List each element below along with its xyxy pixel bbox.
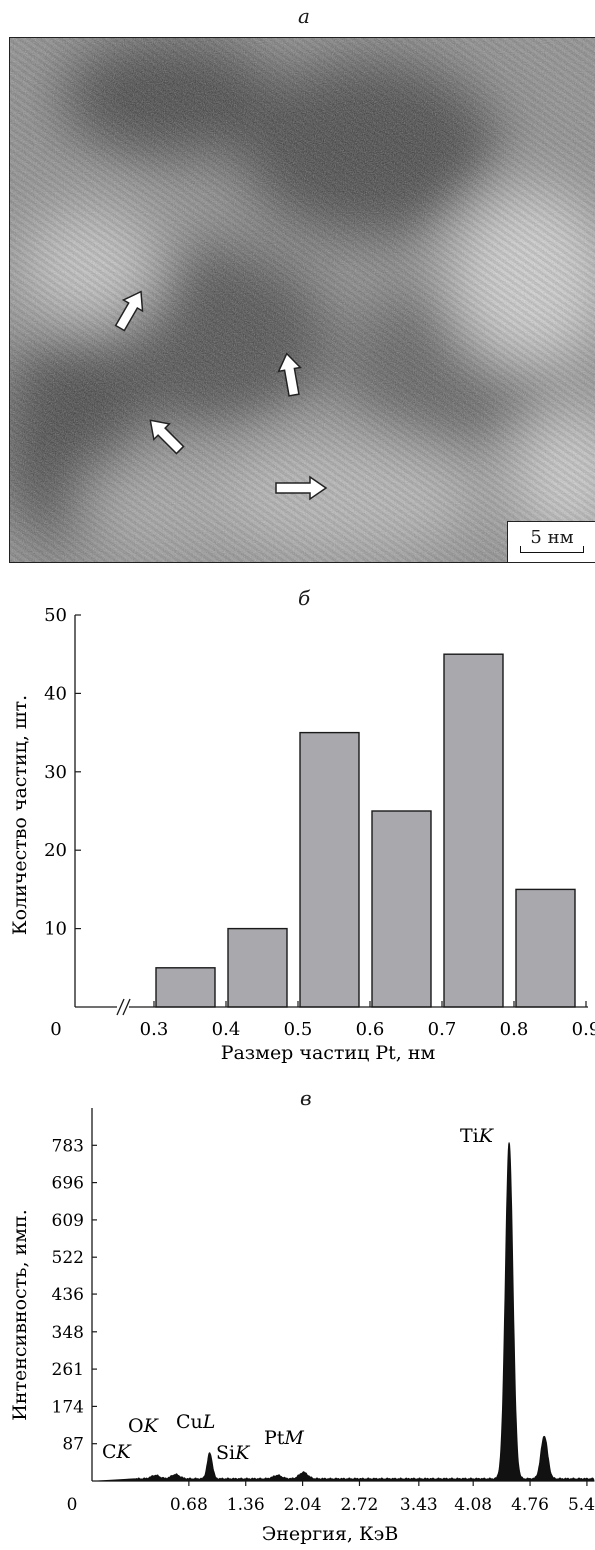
histogram-bars [155,653,576,1008]
eds-spectrum: 87 174 261 348 436 522 609 696 783 0 0.68 1.36 2.04 2… [9,1108,595,1545]
x-tick-label: 0.7 [428,1019,457,1040]
scale-bar-line [520,546,584,553]
x-tick-label: 0 [50,1019,61,1040]
arrow-marker-2 [277,352,302,397]
y-tick-label: 609 [52,1211,84,1231]
peak-label: PtM [264,1427,304,1449]
x-tick-label: 2.04 [284,1495,322,1515]
axis-break-mark [116,998,125,1016]
x-tick-label: 4.08 [454,1495,492,1515]
x-tick-label: 1.36 [227,1495,265,1515]
x-tick-label: 4.76 [511,1495,549,1515]
spectrum-y-axis-label: Интенсивность, имп. [9,1209,31,1420]
arrow-marker-1 [114,290,144,332]
y-tick-label: 522 [52,1248,84,1268]
histogram-bar [299,731,360,1008]
scale-bar-label: 5 нм [530,527,574,548]
x-tick-label: 0.6 [356,1019,385,1040]
panel-label-b: б [298,586,311,610]
y-tick-label: 87 [62,1435,84,1455]
x-tick-label: 0.68 [170,1495,208,1515]
histogram-x-axis-label: Размер частиц Pt, нм [221,1042,436,1064]
x-tick-label: 3.43 [400,1495,438,1515]
tem-micrograph: 5 нм [9,37,595,563]
y-tick-label: 174 [52,1397,84,1417]
x-tick-label: 0.9 [572,1019,595,1040]
panel-label-c: в [300,1086,312,1110]
y-tick-label: 348 [52,1323,84,1343]
histogram-axes: 10 20 30 40 50 0 0.3 0.4 0.5 0.6 0.7 0.8 0.9 [44,605,595,1040]
x-tick-label: 5.44 [568,1495,595,1515]
arrow-marker-4 [275,475,328,501]
histogram-y-axis-label: Количество частиц, шт. [9,695,31,935]
y-tick-label: 20 [44,840,67,861]
y-tick-label: 783 [52,1136,84,1156]
y-tick-label: 10 [44,919,67,940]
y-tick-label: 696 [52,1174,84,1194]
peak-label: CK [102,1441,133,1463]
histogram-bar [515,888,576,1008]
y-tick-label: 436 [52,1285,84,1305]
y-tick-label: 261 [52,1360,84,1380]
panel-label-a: а [298,4,310,28]
histogram-bar [227,927,288,1008]
y-tick-label: 50 [44,605,67,626]
x-tick-label: 0.5 [284,1019,313,1040]
peak-label: OK [128,1415,160,1437]
spectrum-trace [97,1142,595,1482]
histogram-bar [443,653,504,1008]
histogram-bar [155,967,216,1008]
x-tick-label: 0 [67,1495,78,1515]
histogram-bar [371,810,432,1008]
peak-label: SiK [216,1442,251,1464]
tem-texture [10,38,595,562]
x-tick-label: 2.72 [341,1495,379,1515]
x-tick-label: 0.8 [500,1019,529,1040]
spectrum-x-axis-label: Энергия, КэВ [262,1523,399,1545]
scale-bar: 5 нм [507,521,595,562]
axis-break-mark [122,998,131,1016]
particle-size-histogram: 10 20 30 40 50 0 0.3 0.4 0.5 0.6 0.7 0.8 0.9 Количес… [9,605,595,1064]
peak-label: TiK [460,1125,495,1147]
peak-label: CuL [176,1411,215,1433]
x-tick-label: 0.4 [212,1019,241,1040]
y-tick-label: 40 [44,683,67,704]
arrow-marker-3 [149,419,185,455]
x-tick-label: 0.3 [140,1019,169,1040]
y-tick-label: 30 [44,762,67,783]
